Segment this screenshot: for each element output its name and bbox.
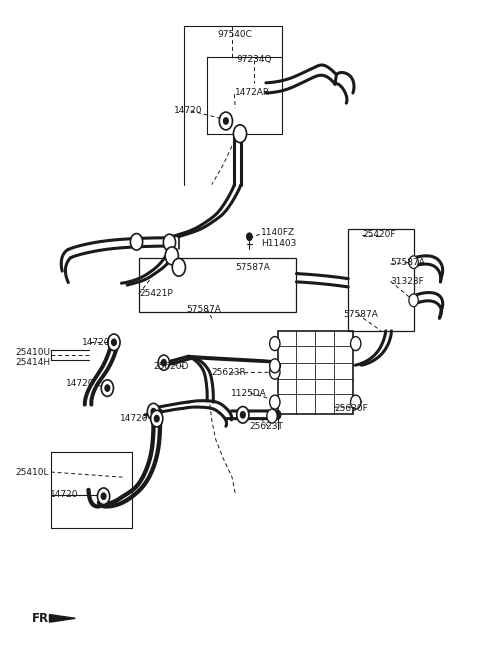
Circle shape [267,409,277,423]
Text: 14720: 14720 [83,338,111,347]
Text: H11403: H11403 [261,239,297,247]
Circle shape [161,360,166,366]
Circle shape [247,233,252,241]
Text: 97540C: 97540C [218,30,253,39]
Text: 14720: 14720 [174,106,203,116]
Polygon shape [49,615,75,622]
Circle shape [108,334,120,350]
Text: 1125DA: 1125DA [230,389,266,398]
Circle shape [163,234,176,251]
Text: 1140FZ: 1140FZ [261,228,295,237]
Text: 25620D: 25620D [153,362,188,371]
Text: 57587A: 57587A [344,310,378,319]
Circle shape [151,410,163,427]
Text: 25420F: 25420F [362,230,396,239]
Text: 14720: 14720 [66,378,95,387]
Text: 25623R: 25623R [212,369,247,377]
Text: 97234Q: 97234Q [236,55,272,64]
Text: 57587A: 57587A [235,263,270,272]
Text: FR.: FR. [32,612,54,625]
Circle shape [270,359,280,373]
Text: 25414H: 25414H [15,358,50,367]
Circle shape [350,395,361,409]
Circle shape [105,385,110,391]
Circle shape [275,410,281,419]
Circle shape [101,380,113,397]
Circle shape [270,365,280,379]
Text: 57587A: 57587A [186,305,221,313]
Text: 1472AR: 1472AR [235,88,270,97]
Circle shape [158,355,169,371]
Circle shape [172,258,185,276]
Circle shape [131,234,143,250]
Circle shape [233,125,247,143]
Text: 31323F: 31323F [391,276,424,286]
Circle shape [240,411,245,418]
Text: 57587A: 57587A [391,258,425,267]
Circle shape [409,294,418,307]
Circle shape [224,118,228,124]
Circle shape [350,337,361,350]
Circle shape [270,395,280,409]
Text: 14720: 14720 [49,491,78,500]
Circle shape [165,247,179,265]
Text: 25623T: 25623T [250,422,283,431]
Text: 25410L: 25410L [15,467,48,476]
Circle shape [219,112,232,130]
Circle shape [409,256,418,269]
Circle shape [151,408,156,415]
Circle shape [270,337,280,350]
Text: 25421P: 25421P [139,289,173,299]
Text: 25630F: 25630F [334,404,368,413]
Circle shape [237,406,249,423]
Circle shape [101,493,106,500]
Circle shape [147,404,159,420]
Text: 25410U: 25410U [15,348,50,357]
Circle shape [155,415,159,422]
Circle shape [111,339,116,345]
Circle shape [97,488,110,504]
Text: 14720: 14720 [120,414,148,423]
